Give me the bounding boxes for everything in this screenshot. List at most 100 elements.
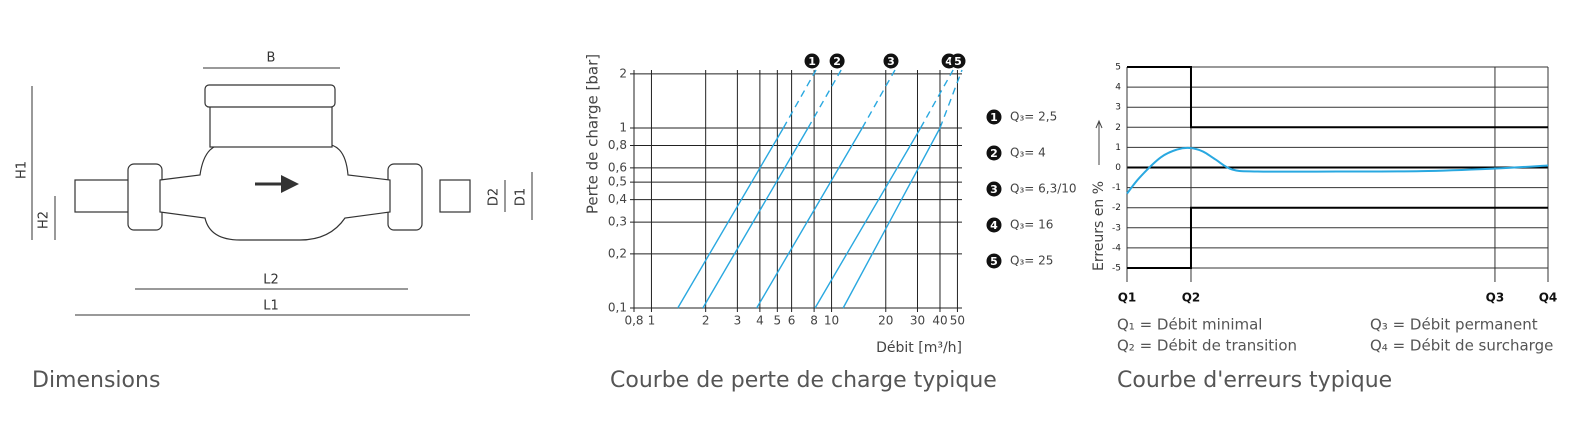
x-axis-label: Débit [m³/h] xyxy=(876,340,962,356)
y-tick-label: -5 xyxy=(1112,264,1121,274)
label-l2: L2 xyxy=(263,273,279,288)
x-tick-label: Q4 xyxy=(1539,291,1558,305)
y-axis-label: Erreurs en % xyxy=(1091,181,1107,271)
x-tick-label: 30 xyxy=(910,314,925,328)
series-marker xyxy=(883,53,899,69)
y-axis-label: Perte de charge [bar] xyxy=(584,54,602,214)
line-segment xyxy=(677,127,784,309)
x-tick-label: 10 xyxy=(824,314,839,328)
label-h2: H2 xyxy=(37,211,52,229)
y-tick-label: 3 xyxy=(1115,103,1121,113)
line-segment xyxy=(919,69,954,129)
x-tick-label: 40 xyxy=(932,314,947,328)
x-tick-label: 50 xyxy=(950,314,965,328)
legend-marker xyxy=(986,109,1002,125)
label-b: B xyxy=(267,51,276,66)
y-tick-label: -3 xyxy=(1112,223,1121,233)
x-tick-label: 3 xyxy=(734,314,742,328)
legend-marker xyxy=(986,253,1002,269)
series-marker-label: 1 xyxy=(808,55,816,68)
meter-body xyxy=(159,143,391,241)
legend-label: Q₃= 2,5 xyxy=(1010,110,1057,124)
series-marker-label: 5 xyxy=(954,55,962,68)
limit-line xyxy=(1127,206,1548,269)
nut-right xyxy=(387,163,423,231)
legend-label: Q₃ = Débit permanent xyxy=(1370,316,1538,334)
line-segment xyxy=(702,127,809,309)
x-tick-label: 2 xyxy=(702,314,710,328)
y-tick-label: -4 xyxy=(1112,243,1121,253)
legend-label: Q₃= 16 xyxy=(1010,218,1053,232)
legend-marker xyxy=(986,145,1002,161)
y-tick-label: 0,2 xyxy=(608,246,627,260)
legend-marker xyxy=(986,181,1002,197)
pipe-left xyxy=(74,179,136,213)
line-segment xyxy=(807,69,842,129)
legend-label: Q₃= 6,3/10 xyxy=(1010,182,1077,196)
series-marker-label: 4 xyxy=(945,55,953,68)
legend-label: Q₁ = Débit minimal xyxy=(1117,316,1262,334)
y-tick-label: -1 xyxy=(1112,183,1121,193)
x-tick-label: Q2 xyxy=(1182,291,1201,305)
series-marker xyxy=(804,53,820,69)
x-tick-label: 6 xyxy=(788,314,796,328)
legend-marker xyxy=(986,217,1002,233)
y-tick-label: 4 xyxy=(1115,83,1121,93)
nut-left xyxy=(127,163,163,231)
legend-marker-label: 2 xyxy=(990,147,998,160)
x-tick-label: 20 xyxy=(878,314,893,328)
x-tick-label: Q3 xyxy=(1486,291,1505,305)
legend-marker-label: 1 xyxy=(990,111,998,124)
x-tick-label: Q1 xyxy=(1118,291,1137,305)
y-tick-label: 5 xyxy=(1115,63,1121,73)
y-tick-label: 0,6 xyxy=(608,160,627,174)
y-tick-label: 2 xyxy=(619,66,627,80)
y-tick-label: 1 xyxy=(1115,143,1121,153)
y-axis-arrowhead xyxy=(1095,119,1103,129)
legend-marker-label: 4 xyxy=(990,219,998,232)
y-tick-label: 0,3 xyxy=(608,215,627,229)
series-marker xyxy=(950,53,966,69)
legend-label: Q₃= 4 xyxy=(1010,146,1046,160)
caption: Dimensions xyxy=(32,368,160,393)
lid xyxy=(204,84,336,108)
line-segment xyxy=(814,127,922,309)
y-tick-label: 0,1 xyxy=(608,301,627,315)
line-segment xyxy=(939,69,963,129)
meter-drawing: B H1 H2 D2 D1 L2 L1 xyxy=(15,51,533,316)
x-tick-label: 0,8 xyxy=(624,314,643,328)
x-tick-label: 1 xyxy=(648,314,656,328)
series-marker-label: 2 xyxy=(833,55,841,68)
y-tick-label: 2 xyxy=(1115,123,1121,133)
line-segment xyxy=(861,69,896,129)
series-marker xyxy=(829,53,845,69)
series-marker-label: 3 xyxy=(887,55,895,68)
pipe-right xyxy=(439,179,471,213)
legend-label: Q₃= 25 xyxy=(1010,254,1053,268)
y-tick-label: 0,5 xyxy=(608,175,627,189)
y-tick-label: 0,4 xyxy=(608,192,627,206)
error-curve xyxy=(1126,146,1549,195)
caption: Courbe de perte de charge typique xyxy=(610,368,997,393)
line-segment xyxy=(842,127,941,309)
label-d2: D2 xyxy=(487,188,502,206)
y-tick-label: 1 xyxy=(619,120,627,134)
legend-marker-label: 3 xyxy=(990,183,998,196)
line-segment xyxy=(782,69,817,129)
legend-label: Q₄ = Débit de surcharge xyxy=(1370,337,1553,355)
y-tick-label: 0 xyxy=(1115,163,1121,173)
x-tick-label: 5 xyxy=(774,314,782,328)
label-l1: L1 xyxy=(263,299,279,314)
register xyxy=(209,104,333,148)
legend-label: Q₂ = Débit de transition xyxy=(1117,337,1297,355)
limit-line xyxy=(1127,66,1548,129)
caption: Courbe d'erreurs typique xyxy=(1117,368,1392,393)
x-tick-label: 4 xyxy=(756,314,764,328)
y-tick-label: -2 xyxy=(1112,203,1121,213)
line-segment xyxy=(756,127,863,309)
legend-marker-label: 5 xyxy=(990,255,998,268)
label-h1: H1 xyxy=(15,161,30,179)
y-tick-label: 0,8 xyxy=(608,138,627,152)
x-tick-label: 8 xyxy=(810,314,818,328)
